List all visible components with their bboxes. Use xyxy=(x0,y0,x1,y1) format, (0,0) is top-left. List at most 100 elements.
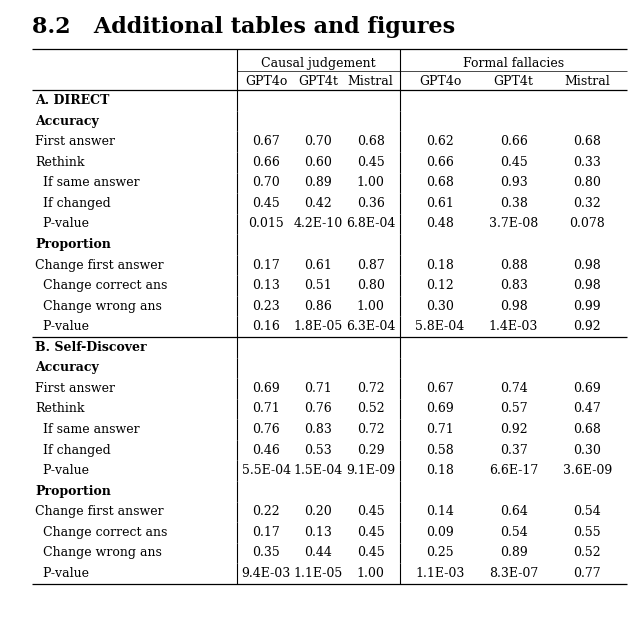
Text: 0.37: 0.37 xyxy=(500,444,527,457)
Text: GPT4t: GPT4t xyxy=(298,75,339,88)
Text: 0.76: 0.76 xyxy=(305,402,332,416)
Text: 0.45: 0.45 xyxy=(356,156,385,169)
Text: 0.64: 0.64 xyxy=(500,505,527,518)
Text: 0.45: 0.45 xyxy=(356,546,385,559)
Text: 0.80: 0.80 xyxy=(573,176,601,189)
Text: 3.6E-09: 3.6E-09 xyxy=(563,464,612,477)
Text: B. Self-Discover: B. Self-Discover xyxy=(35,341,147,354)
Text: 0.55: 0.55 xyxy=(573,526,601,539)
Text: 0.20: 0.20 xyxy=(305,505,332,518)
Text: 0.88: 0.88 xyxy=(500,259,527,272)
Text: 8.3E-07: 8.3E-07 xyxy=(489,567,538,580)
Text: 0.45: 0.45 xyxy=(356,526,385,539)
Text: 1.00: 1.00 xyxy=(356,300,385,313)
Text: 0.38: 0.38 xyxy=(500,197,527,210)
Text: 0.45: 0.45 xyxy=(356,505,385,518)
Text: Accuracy: Accuracy xyxy=(35,361,99,374)
Text: GPT4o: GPT4o xyxy=(245,75,287,88)
Text: 4.2E-10: 4.2E-10 xyxy=(294,217,343,231)
Text: 5.8E-04: 5.8E-04 xyxy=(415,320,465,333)
Text: 0.68: 0.68 xyxy=(356,135,385,148)
Text: If same answer: If same answer xyxy=(35,176,140,189)
Text: 0.86: 0.86 xyxy=(305,300,332,313)
Text: 1.00: 1.00 xyxy=(356,567,385,580)
Text: P-value: P-value xyxy=(35,464,89,477)
Text: 0.93: 0.93 xyxy=(500,176,527,189)
Text: 0.29: 0.29 xyxy=(357,444,385,457)
Text: 0.36: 0.36 xyxy=(356,197,385,210)
Text: 8.2   Additional tables and figures: 8.2 Additional tables and figures xyxy=(32,16,455,37)
Text: 0.58: 0.58 xyxy=(426,444,454,457)
Text: 0.72: 0.72 xyxy=(357,423,385,436)
Text: 0.72: 0.72 xyxy=(357,382,385,395)
Text: 0.44: 0.44 xyxy=(305,546,332,559)
Text: Change wrong ans: Change wrong ans xyxy=(35,300,162,313)
Text: A. DIRECT: A. DIRECT xyxy=(35,94,109,107)
Text: 0.45: 0.45 xyxy=(252,197,280,210)
Text: Change correct ans: Change correct ans xyxy=(35,279,168,292)
Text: 0.74: 0.74 xyxy=(500,382,527,395)
Text: 0.77: 0.77 xyxy=(573,567,601,580)
Text: 0.67: 0.67 xyxy=(252,135,280,148)
Text: First answer: First answer xyxy=(35,382,115,395)
Text: 0.69: 0.69 xyxy=(252,382,280,395)
Text: 0.66: 0.66 xyxy=(500,135,527,148)
Text: 9.4E-03: 9.4E-03 xyxy=(241,567,291,580)
Text: 9.1E-09: 9.1E-09 xyxy=(346,464,396,477)
Text: 0.71: 0.71 xyxy=(426,423,454,436)
Text: 3.7E-08: 3.7E-08 xyxy=(489,217,538,231)
Text: Change first answer: Change first answer xyxy=(35,259,164,272)
Text: 0.078: 0.078 xyxy=(570,217,605,231)
Text: 0.60: 0.60 xyxy=(305,156,332,169)
Text: 0.14: 0.14 xyxy=(426,505,454,518)
Text: Accuracy: Accuracy xyxy=(35,115,99,128)
Text: 0.70: 0.70 xyxy=(305,135,332,148)
Text: 0.61: 0.61 xyxy=(305,259,332,272)
Text: 1.5E-04: 1.5E-04 xyxy=(294,464,343,477)
Text: 0.48: 0.48 xyxy=(426,217,454,231)
Text: 0.52: 0.52 xyxy=(357,402,385,416)
Text: 0.67: 0.67 xyxy=(426,382,454,395)
Text: Change first answer: Change first answer xyxy=(35,505,164,518)
Text: Change wrong ans: Change wrong ans xyxy=(35,546,162,559)
Text: GPT4o: GPT4o xyxy=(419,75,461,88)
Text: 0.76: 0.76 xyxy=(252,423,280,436)
Text: 0.09: 0.09 xyxy=(426,526,454,539)
Text: Causal judgement: Causal judgement xyxy=(261,57,376,70)
Text: 1.00: 1.00 xyxy=(356,176,385,189)
Text: 0.98: 0.98 xyxy=(573,279,601,292)
Text: 0.51: 0.51 xyxy=(305,279,332,292)
Text: First answer: First answer xyxy=(35,135,115,148)
Text: 0.66: 0.66 xyxy=(252,156,280,169)
Text: 0.83: 0.83 xyxy=(305,423,332,436)
Text: 6.3E-04: 6.3E-04 xyxy=(346,320,396,333)
Text: Proportion: Proportion xyxy=(35,238,111,251)
Text: GPT4t: GPT4t xyxy=(493,75,534,88)
Text: 0.17: 0.17 xyxy=(252,526,280,539)
Text: 0.17: 0.17 xyxy=(252,259,280,272)
Text: 0.71: 0.71 xyxy=(305,382,332,395)
Text: 1.1E-03: 1.1E-03 xyxy=(415,567,465,580)
Text: 0.69: 0.69 xyxy=(573,382,601,395)
Text: Mistral: Mistral xyxy=(348,75,394,88)
Text: P-value: P-value xyxy=(35,320,89,333)
Text: 0.53: 0.53 xyxy=(305,444,332,457)
Text: 0.12: 0.12 xyxy=(426,279,454,292)
Text: 0.32: 0.32 xyxy=(573,197,601,210)
Text: 0.89: 0.89 xyxy=(500,546,527,559)
Text: 0.68: 0.68 xyxy=(573,423,601,436)
Text: 0.015: 0.015 xyxy=(248,217,284,231)
Text: P-value: P-value xyxy=(35,217,89,231)
Text: 0.33: 0.33 xyxy=(573,156,601,169)
Text: 0.30: 0.30 xyxy=(573,444,601,457)
Text: If same answer: If same answer xyxy=(35,423,140,436)
Text: 0.68: 0.68 xyxy=(573,135,601,148)
Text: 0.61: 0.61 xyxy=(426,197,454,210)
Text: 1.8E-05: 1.8E-05 xyxy=(294,320,343,333)
Text: 0.18: 0.18 xyxy=(426,259,454,272)
Text: 0.46: 0.46 xyxy=(252,444,280,457)
Text: 0.54: 0.54 xyxy=(573,505,601,518)
Text: If changed: If changed xyxy=(35,444,111,457)
Text: 0.92: 0.92 xyxy=(500,423,527,436)
Text: Rethink: Rethink xyxy=(35,402,84,416)
